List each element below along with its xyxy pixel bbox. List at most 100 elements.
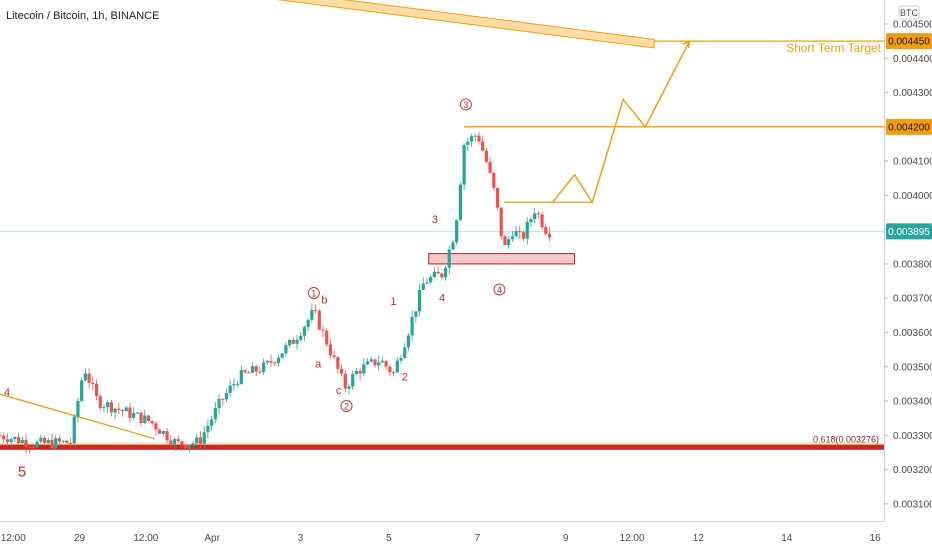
- candle-body: [280, 353, 284, 358]
- candle-body: [124, 407, 128, 412]
- price-tick-label: 0.003500: [893, 362, 932, 373]
- time-tick-label: 14: [781, 533, 793, 544]
- candle-body: [425, 282, 429, 284]
- candle-body: [106, 402, 110, 408]
- candle-body: [128, 407, 132, 418]
- candle-body: [54, 438, 58, 449]
- candle-body: [336, 357, 340, 369]
- candle-body: [217, 398, 221, 409]
- candle-body: [365, 361, 370, 365]
- candle-body: [16, 437, 21, 443]
- wave-label: c: [336, 385, 342, 397]
- candle-body: [28, 447, 32, 449]
- candle-body: [377, 362, 381, 366]
- candle-body: [213, 408, 217, 420]
- candle-body: [518, 231, 522, 233]
- fib-level-label: 0.618(0.003276): [813, 434, 879, 444]
- candle-body: [540, 214, 544, 228]
- candle-body: [258, 371, 262, 373]
- current-price-badge: [886, 223, 932, 240]
- candle-body: [328, 344, 333, 356]
- wave-label-circle: [340, 400, 353, 413]
- candle-body: [206, 425, 210, 433]
- upper-trend-channel: [276, 0, 655, 49]
- candle-body: [287, 339, 292, 346]
- candle-body: [232, 384, 236, 386]
- candle-body: [195, 437, 199, 444]
- wave-label-circle: [493, 283, 506, 296]
- candle-body: [469, 136, 474, 142]
- time-tick-label: 12:00: [133, 533, 158, 544]
- candle-body: [488, 161, 492, 173]
- candle-body: [362, 364, 366, 374]
- wave-label: 2: [402, 371, 408, 383]
- wave-label-circle: [307, 287, 320, 299]
- time-tick-label: 12: [693, 533, 705, 544]
- candle-body: [399, 357, 403, 361]
- candle-body: [533, 213, 537, 220]
- candle-body: [536, 213, 540, 215]
- candle-body: [358, 370, 362, 374]
- time-tick-label: Apr: [204, 533, 220, 544]
- price-tick-label: 0.003700: [893, 294, 932, 305]
- price-tick-label: 0.004000: [893, 191, 932, 202]
- candle-body: [339, 368, 344, 374]
- candle-body: [299, 335, 303, 340]
- candle-body: [436, 271, 440, 274]
- candle-body: [391, 372, 396, 374]
- candle-body: [273, 362, 277, 364]
- candle-body: [9, 439, 13, 443]
- candle-body: [109, 402, 113, 413]
- target-annotation: Short Term Target: [786, 41, 882, 55]
- wave-label: 2: [344, 402, 349, 412]
- candle-body: [228, 385, 232, 393]
- support-zone: [428, 253, 576, 265]
- candle-body: [384, 360, 388, 367]
- price-tick-label: 0.003800: [893, 259, 932, 270]
- candle-body: [24, 439, 28, 448]
- candle-body: [113, 408, 117, 413]
- candle-body: [325, 330, 329, 345]
- candle-body: [343, 373, 347, 389]
- time-tick-label: 29: [74, 533, 86, 544]
- candle-body: [503, 236, 507, 246]
- candle-body: [187, 445, 191, 449]
- candle-body: [306, 319, 310, 327]
- candle-body: [380, 360, 385, 363]
- candle-body: [388, 366, 392, 373]
- candle-body: [5, 439, 10, 443]
- wave-label: a: [315, 358, 322, 370]
- currency-badge: [898, 5, 920, 20]
- candle-body: [50, 439, 54, 449]
- candle-body: [317, 310, 321, 330]
- candle-body: [507, 239, 511, 246]
- target-badge: [886, 33, 932, 50]
- candle-body: [544, 227, 548, 234]
- candle-body: [83, 373, 87, 381]
- candle-body: [221, 398, 225, 400]
- wave-label: 5: [18, 463, 26, 480]
- wave-3-high-badge-text: 0.004200: [888, 122, 930, 133]
- candle-body: [429, 277, 433, 283]
- price-axis[interactable]: BTC 0.003100 0.003200 0.003300 0.003400 0.00…: [884, 0, 932, 521]
- candle-body: [351, 374, 355, 387]
- candle-body: [72, 416, 76, 444]
- price-tick-label: 0.004300: [893, 88, 932, 99]
- candle-body: [158, 429, 162, 434]
- drawings-layer: 0.618(0.003276): [0, 0, 884, 450]
- candle-body: [98, 396, 102, 408]
- time-axis[interactable]: 12:00 29 12:00 Apr 3 5 7 9 12:00 12 14 16: [0, 521, 884, 545]
- time-tick-label: 16: [870, 533, 882, 544]
- candle-body: [529, 219, 533, 222]
- candle-body: [20, 439, 24, 443]
- candle-body: [224, 392, 229, 400]
- candle-body: [13, 437, 17, 440]
- candle-body: [198, 437, 203, 444]
- candle-body: [466, 141, 470, 146]
- price-tick-label: 0.004500: [893, 19, 932, 30]
- candle-body: [243, 370, 247, 373]
- candle-body: [462, 145, 466, 185]
- wave-label: 4: [439, 293, 445, 305]
- currency-label: BTC: [900, 8, 919, 18]
